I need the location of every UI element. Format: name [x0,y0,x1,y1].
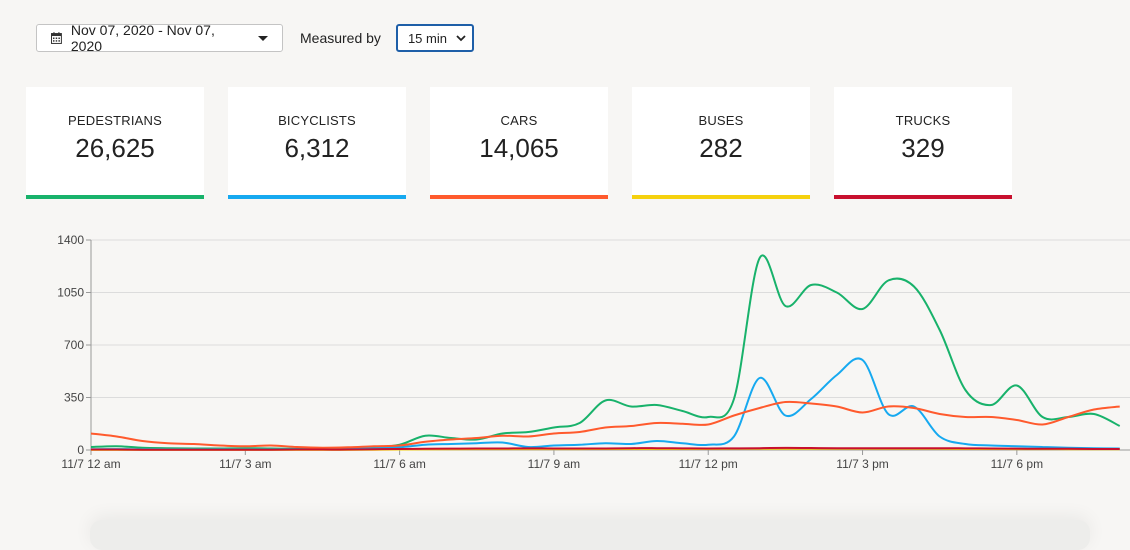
calendar-icon [51,32,62,44]
card-value: 282 [699,133,743,163]
x-tick-label: 11/7 12 am [61,457,120,471]
card-value: 26,625 [75,133,155,163]
traffic-chart: 0 350 700 1050 1400 11/7 12 am 11/7 3 am 11/7 6… [0,232,1130,477]
card-color-bar [632,195,810,199]
x-tick-label: 11/7 6 am [373,457,425,471]
y-tick-label: 0 [77,443,84,457]
lower-panel-edge [90,520,1090,550]
y-tick-label: 350 [64,391,84,405]
card-label: TRUCKS [895,113,951,128]
card-color-bar [834,195,1012,199]
date-range-text: Nov 07, 2020 - Nov 07, 2020 [70,22,215,54]
x-tick-label: 11/7 3 pm [836,457,888,471]
card-bicyclists: BICYCLISTS 6,312 [228,87,406,199]
y-tick-label: 1050 [57,286,84,300]
date-range-button[interactable]: Nov 07, 2020 - Nov 07, 2020 [36,22,283,54]
card-pedestrians: PEDESTRIANS 26,625 [26,87,204,199]
series-line-bicyclists [91,357,1120,451]
card-color-bar [26,195,204,199]
x-tick-label: 11/7 9 am [528,457,580,471]
card-value: 329 [901,133,945,163]
card-buses: BUSES 282 [632,87,810,199]
interval-select[interactable]: 15 min [395,24,474,52]
x-tick-label: 11/7 12 pm [679,457,738,471]
y-tick-label: 700 [64,338,84,352]
y-tick-label: 1400 [57,233,84,247]
series-line-cars [91,400,1120,449]
card-label: CARS [500,113,538,128]
card-value: 6,312 [284,133,350,163]
interval-select-value: 15 min [407,30,447,46]
measured-by-label: Measured by [300,30,381,46]
card-label: PEDESTRIANS [68,113,162,128]
series-line-pedestrians [91,254,1121,450]
x-tick-label: 11/7 6 pm [991,457,1043,471]
card-value: 14,065 [479,133,559,163]
series-line-trucks [91,446,1120,451]
chevron-down-icon [456,35,466,42]
caret-down-icon [258,35,268,41]
summary-cards: PEDESTRIANS 26,625 BICYCLISTS 6,312 CARS… [26,87,1036,199]
toolbar: Nov 07, 2020 - Nov 07, 2020 Measured by … [36,22,474,54]
line-chart: 0 350 700 1050 1400 11/7 12 am 11/7 3 am 11/7 6… [57,233,1130,471]
card-color-bar [430,195,608,199]
card-cars: CARS 14,065 [430,87,608,199]
card-color-bar [228,195,406,199]
card-trucks: TRUCKS 329 [834,87,1012,199]
card-label: BUSES [698,113,744,128]
card-label: BICYCLISTS [278,113,356,128]
x-tick-label: 11/7 3 am [219,457,271,471]
